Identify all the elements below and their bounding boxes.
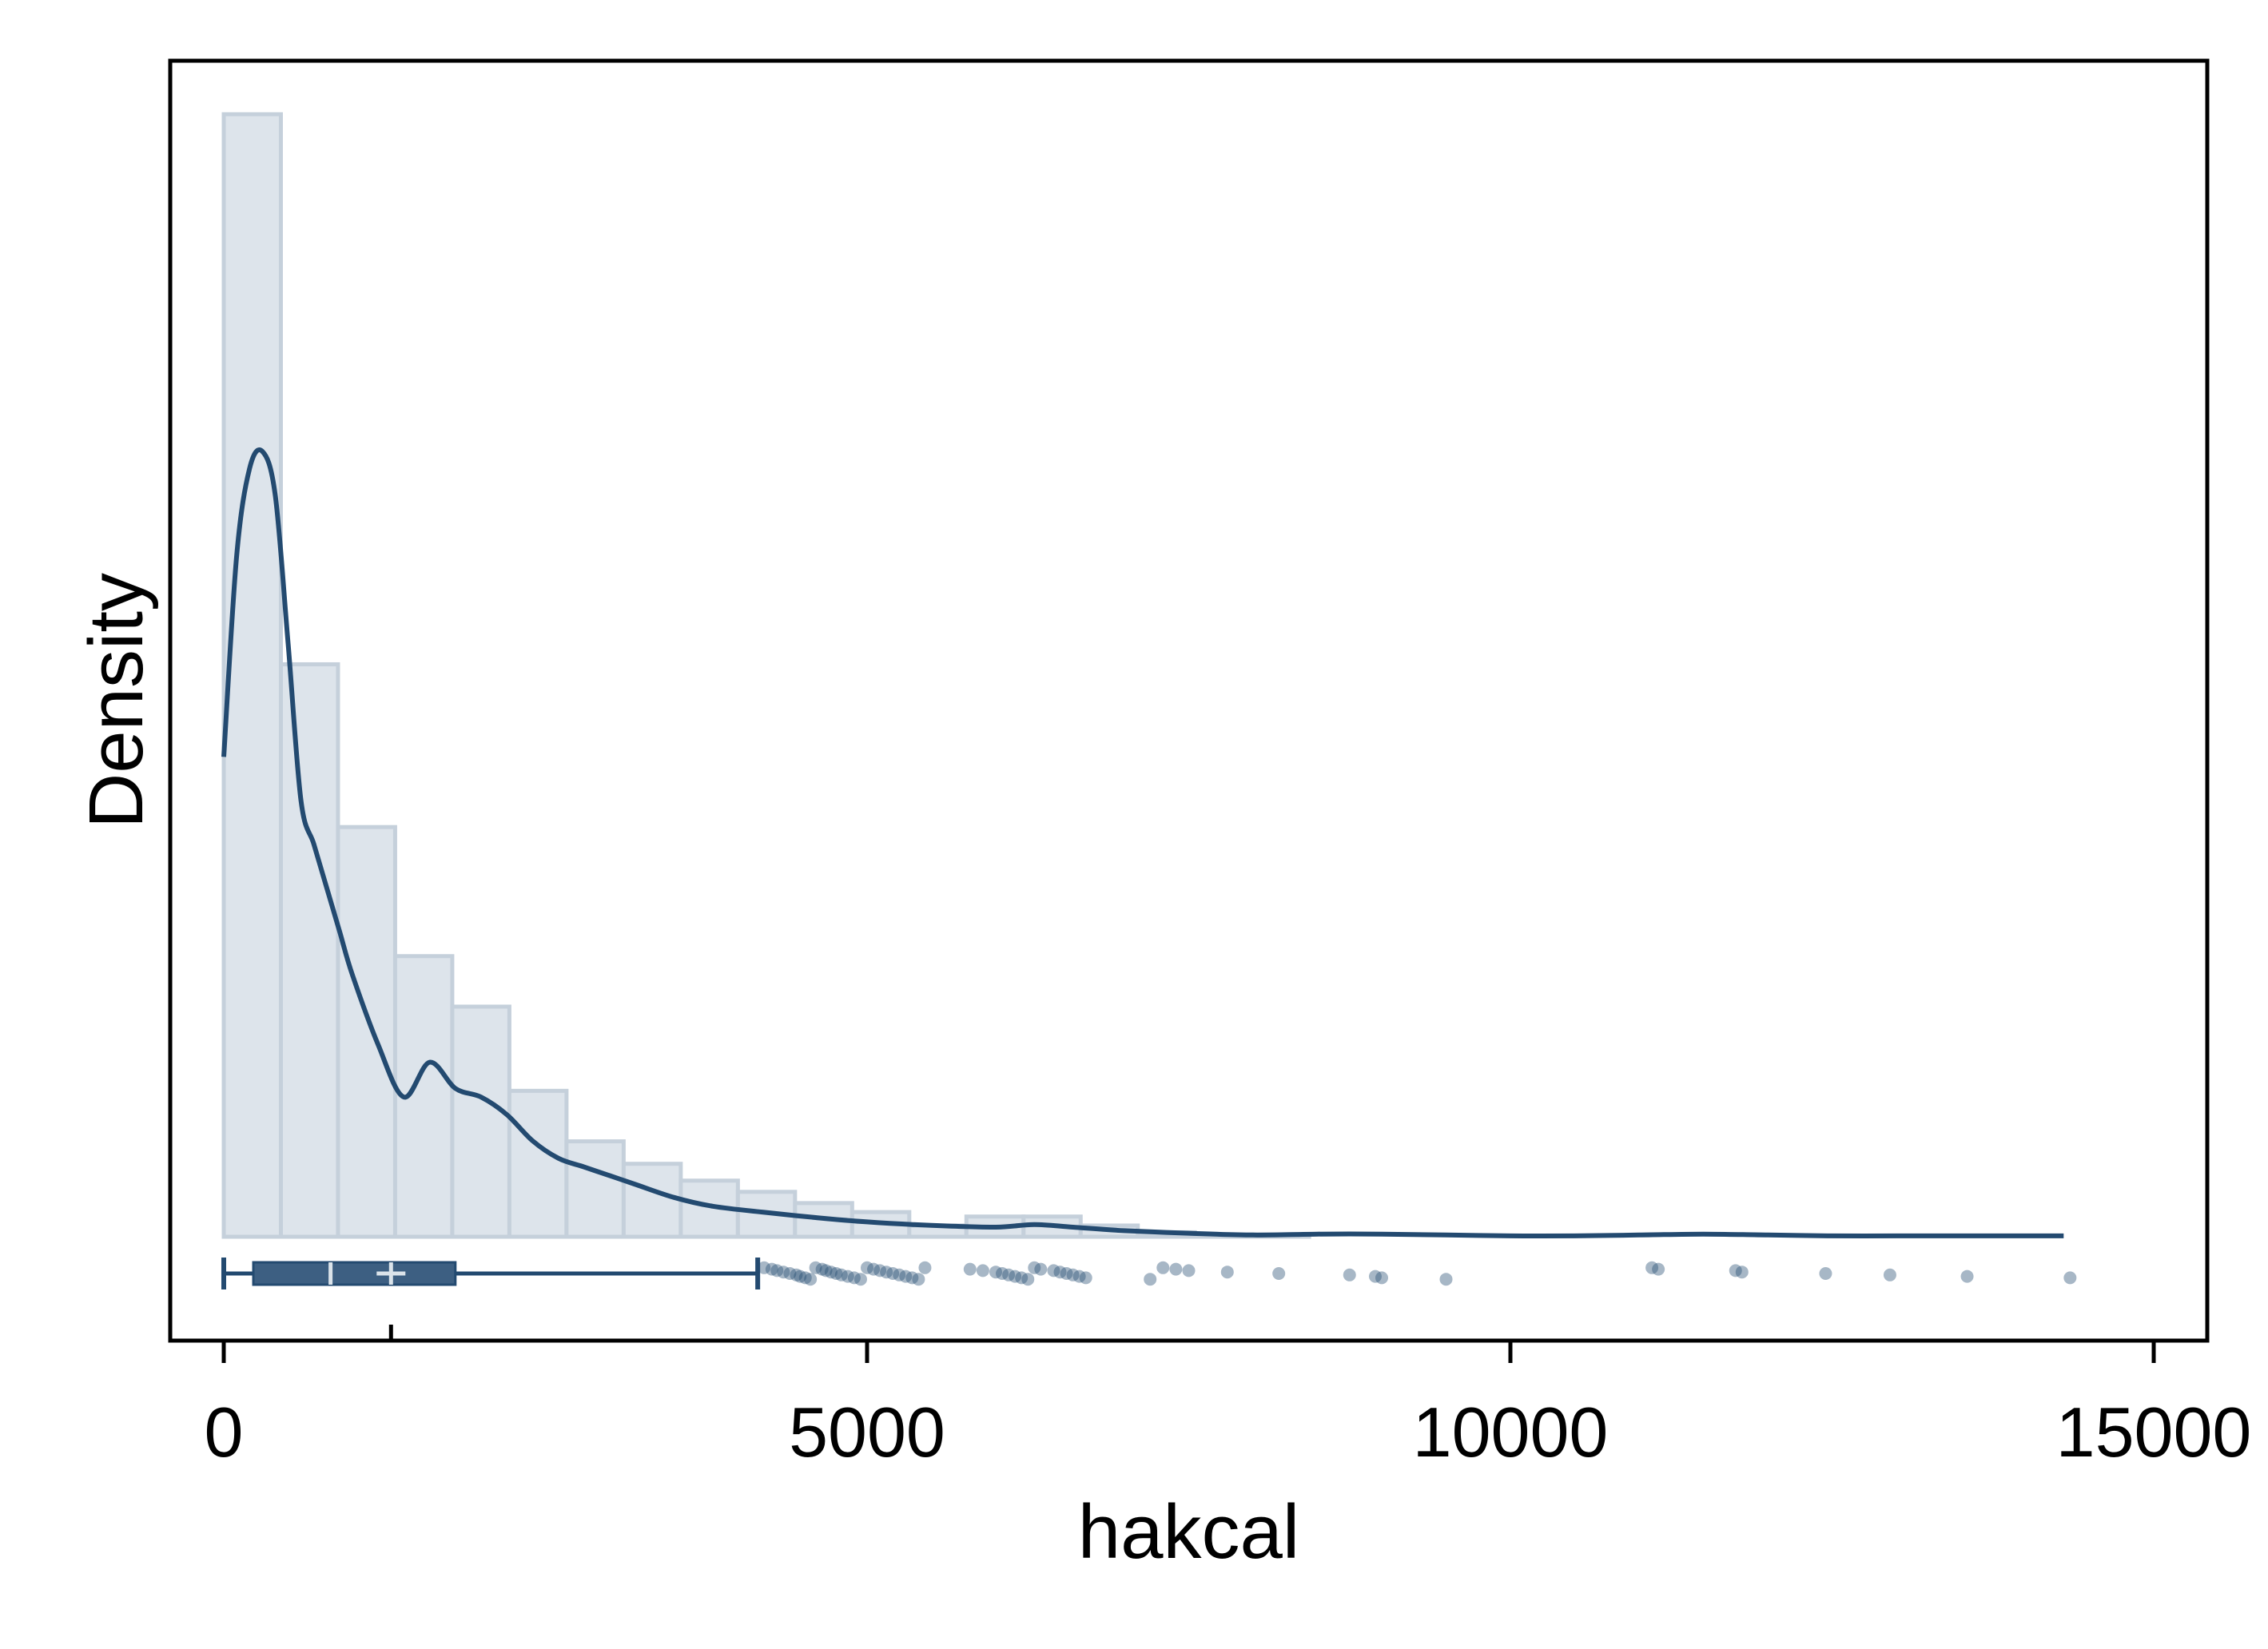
outlier-point bbox=[1053, 1266, 1067, 1279]
histogram-bar bbox=[564, 1139, 626, 1239]
histogram-bar bbox=[507, 1088, 569, 1239]
outlier-point bbox=[1047, 1264, 1060, 1277]
outlier-point bbox=[758, 1261, 771, 1274]
outlier-point bbox=[1144, 1273, 1157, 1286]
boxplot-outliers bbox=[758, 1261, 2077, 1286]
outlier-point bbox=[905, 1271, 919, 1285]
outlier-point bbox=[867, 1262, 881, 1276]
histogram-bar bbox=[336, 824, 397, 1239]
outlier-point bbox=[1009, 1270, 1022, 1283]
outlier-point bbox=[1034, 1262, 1048, 1276]
outlier-point bbox=[765, 1262, 778, 1276]
outlier-point bbox=[873, 1264, 887, 1277]
outlier-point bbox=[1028, 1261, 1041, 1274]
outlier-point bbox=[853, 1273, 867, 1286]
histogram-bar bbox=[735, 1190, 798, 1239]
outlier-point bbox=[1066, 1268, 1080, 1281]
outlier-point bbox=[1079, 1271, 1092, 1285]
outlier-point bbox=[1169, 1262, 1183, 1276]
histogram-bar bbox=[221, 112, 283, 1239]
outlier-point bbox=[1645, 1261, 1659, 1274]
histogram-bar bbox=[278, 662, 340, 1239]
outlier-point bbox=[989, 1266, 1002, 1279]
outlier-point bbox=[790, 1268, 803, 1281]
outlier-point bbox=[996, 1267, 1009, 1280]
outlier-point bbox=[893, 1268, 906, 1281]
outlier-point bbox=[1375, 1271, 1388, 1285]
outlier-point bbox=[1015, 1271, 1029, 1285]
outlier-point bbox=[777, 1266, 790, 1279]
outlier-point bbox=[861, 1261, 873, 1274]
outlier-point bbox=[815, 1262, 829, 1276]
x-tick-label: 10000 bbox=[1413, 1393, 1609, 1472]
outlier-point bbox=[809, 1261, 822, 1274]
outlier-point bbox=[886, 1267, 900, 1280]
outlier-point bbox=[899, 1270, 913, 1283]
outlier-point bbox=[1439, 1273, 1453, 1286]
outlier-point bbox=[783, 1267, 797, 1280]
outlier-point bbox=[1272, 1267, 1286, 1280]
outlier-point bbox=[804, 1273, 818, 1286]
outlier-point bbox=[847, 1271, 861, 1285]
outlier-point bbox=[976, 1264, 989, 1277]
histogram-bar bbox=[621, 1162, 683, 1239]
outlier-point bbox=[918, 1261, 932, 1274]
outlier-point bbox=[1182, 1264, 1196, 1277]
x-tick-label: 15000 bbox=[2056, 1393, 2252, 1472]
outlier-point bbox=[1729, 1264, 1742, 1277]
histogram-bar bbox=[450, 1004, 511, 1239]
outlier-point bbox=[841, 1270, 854, 1283]
x-axis-label: hakcal bbox=[1078, 1489, 1300, 1575]
x-tick-label: 0 bbox=[205, 1393, 244, 1472]
outlier-point bbox=[1819, 1267, 1832, 1280]
outlier-point bbox=[912, 1273, 925, 1286]
outlier-point bbox=[794, 1270, 807, 1283]
x-axis: 0 5000 10000 15000 bbox=[170, 1325, 2251, 1472]
outlier-point bbox=[1652, 1262, 1665, 1276]
outlier-point bbox=[770, 1264, 784, 1277]
y-axis-label: Density bbox=[74, 573, 159, 828]
outlier-point bbox=[1156, 1261, 1170, 1274]
outlier-point bbox=[1021, 1273, 1035, 1286]
outlier-point bbox=[963, 1262, 977, 1276]
outlier-point bbox=[830, 1267, 843, 1280]
outlier-point bbox=[824, 1266, 838, 1279]
outlier-point bbox=[834, 1268, 848, 1281]
outlier-point bbox=[1960, 1270, 1974, 1283]
outlier-point bbox=[798, 1271, 812, 1285]
x-tick-label: 5000 bbox=[789, 1393, 945, 1472]
outlier-point bbox=[1883, 1268, 1896, 1281]
outlier-point bbox=[2063, 1271, 2077, 1285]
outlier-point bbox=[1343, 1268, 1356, 1281]
outlier-point bbox=[880, 1266, 893, 1279]
outlier-point bbox=[1220, 1266, 1234, 1279]
boxplot bbox=[221, 1258, 761, 1289]
density-curve bbox=[221, 447, 2064, 1239]
boxplot-box bbox=[252, 1261, 457, 1286]
outlier-point bbox=[1368, 1270, 1382, 1283]
outlier-point bbox=[1735, 1266, 1749, 1279]
outlier-point bbox=[1060, 1267, 1073, 1280]
outlier-point bbox=[819, 1264, 833, 1277]
outlier-point bbox=[1002, 1268, 1016, 1281]
outlier-point bbox=[1072, 1270, 1086, 1283]
